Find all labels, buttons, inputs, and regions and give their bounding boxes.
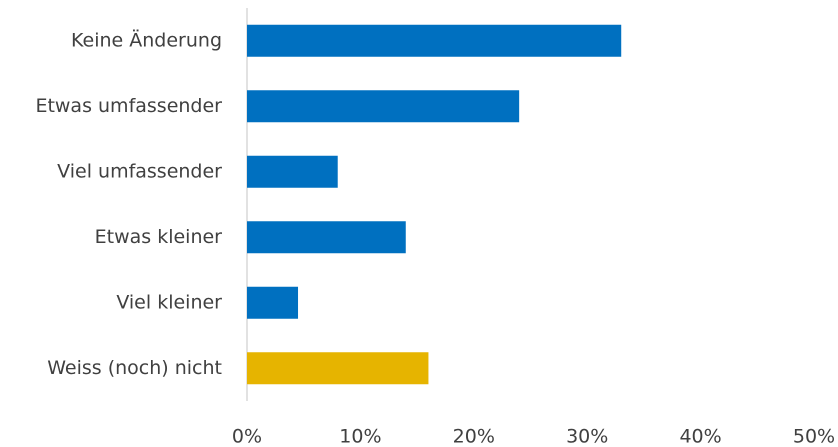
bar	[247, 90, 520, 123]
x-tick-label: 40%	[679, 426, 721, 447]
y-tick-label: Viel kleiner	[116, 291, 222, 313]
bar	[247, 24, 622, 57]
bar	[247, 352, 429, 385]
x-tick-label: 10%	[339, 426, 381, 447]
y-tick-label: Weiss (noch) nicht	[47, 357, 222, 379]
y-tick-label: Etwas umfassender	[35, 95, 222, 117]
bar	[247, 221, 406, 254]
y-tick-label: Etwas kleiner	[95, 226, 223, 248]
y-tick-label: Keine Änderung	[71, 28, 222, 51]
x-tick-label: 50%	[793, 426, 835, 447]
x-tick-label: 20%	[453, 426, 495, 447]
x-tick-label: 0%	[232, 426, 262, 447]
bar	[247, 286, 299, 319]
bar	[247, 155, 338, 188]
y-tick-label: Viel umfassender	[57, 160, 222, 182]
x-tick-label: 30%	[566, 426, 608, 447]
